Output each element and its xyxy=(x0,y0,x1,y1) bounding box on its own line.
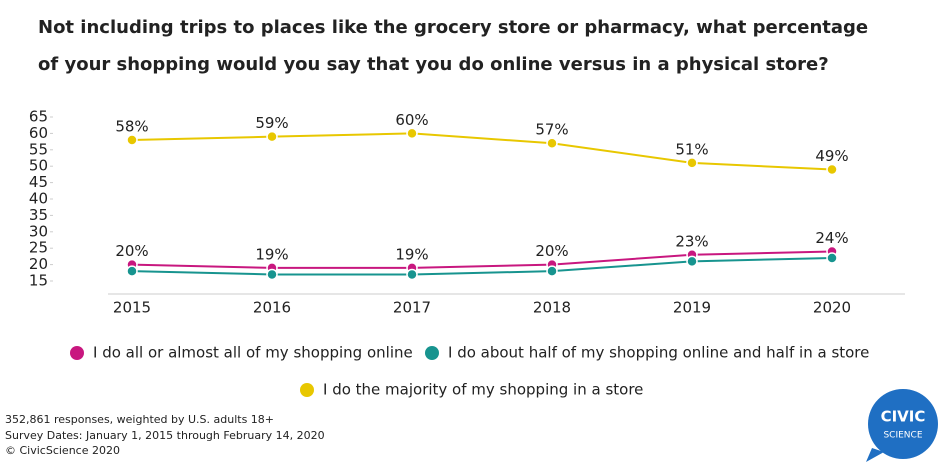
chart-title: Not including trips to places like the g… xyxy=(38,17,868,38)
data-label: 23% xyxy=(675,232,708,250)
chart-title: of your shopping would you say that you … xyxy=(38,54,829,75)
data-point xyxy=(266,130,278,143)
data-label: 51% xyxy=(675,140,708,158)
footer-note: Survey Dates: January 1, 2015 through Fe… xyxy=(5,429,325,442)
data-point xyxy=(126,134,138,146)
legend-marker xyxy=(70,346,84,360)
data-point xyxy=(406,268,418,281)
y-tick-label: 60 xyxy=(29,124,48,142)
y-tick-label: 45 xyxy=(29,173,48,191)
y-tick-label: 55 xyxy=(29,140,48,158)
footer-note: 352,861 responses, weighted by U.S. adul… xyxy=(5,413,274,426)
y-tick-label: 15 xyxy=(29,272,48,290)
data-label: 19% xyxy=(395,245,428,263)
data-label: 19% xyxy=(255,245,288,263)
y-tick-label: 30 xyxy=(29,222,48,240)
data-label: 20% xyxy=(115,242,148,260)
data-label: 24% xyxy=(815,229,848,247)
logo-circle xyxy=(868,389,938,459)
x-tick-label: 2015 xyxy=(113,299,151,317)
data-label: 49% xyxy=(815,147,848,165)
y-tick-label: 50 xyxy=(29,157,48,175)
data-point xyxy=(406,127,418,140)
footer-note: © CivicScience 2020 xyxy=(5,444,120,457)
y-tick-label: 20 xyxy=(29,255,48,273)
logo: CIVIC SCIENCE xyxy=(866,389,938,462)
data-point xyxy=(546,137,558,149)
legend-label: I do the majority of my shopping in a st… xyxy=(323,381,643,399)
data-point xyxy=(546,265,558,277)
x-tick-label: 2020 xyxy=(813,299,851,317)
legend-label: I do about half of my shopping online an… xyxy=(448,344,869,362)
y-tick-label: 65 xyxy=(29,108,48,126)
data-label: 58% xyxy=(115,117,148,135)
data-label: 60% xyxy=(395,111,428,129)
data-point xyxy=(686,157,698,169)
data-label: 57% xyxy=(535,121,568,139)
x-tick-label: 2017 xyxy=(393,299,431,317)
data-point xyxy=(266,268,278,281)
legend-marker xyxy=(300,383,314,397)
data-point xyxy=(826,252,838,264)
y-tick-label: 25 xyxy=(29,239,48,257)
series-line xyxy=(131,132,833,171)
data-point xyxy=(686,255,698,268)
y-tick-label: 35 xyxy=(29,206,48,224)
logo-text: CIVIC xyxy=(881,408,926,426)
x-tick-label: 2019 xyxy=(673,299,711,317)
data-point xyxy=(126,265,138,277)
series-line xyxy=(131,257,833,276)
data-label: 59% xyxy=(255,114,288,132)
data-point xyxy=(826,163,838,176)
x-tick-label: 2016 xyxy=(253,299,291,317)
data-label: 20% xyxy=(535,242,568,260)
legend-marker xyxy=(425,346,439,360)
y-tick-label: 40 xyxy=(29,190,48,208)
legend-label: I do all or almost all of my shopping on… xyxy=(93,344,413,362)
logo-text: SCIENCE xyxy=(883,431,922,441)
x-tick-label: 2018 xyxy=(533,299,571,317)
series-line xyxy=(131,250,833,269)
logo-tail xyxy=(866,448,884,462)
